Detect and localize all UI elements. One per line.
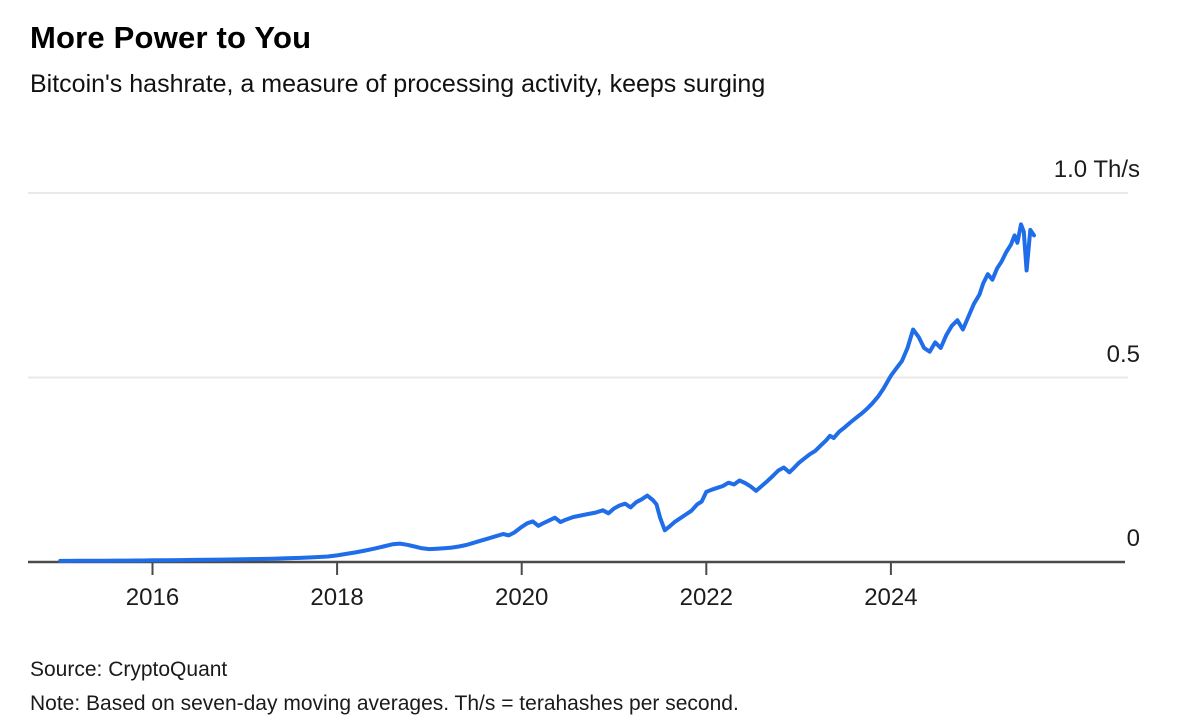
y-tick-label: 0.5: [1106, 340, 1140, 368]
hashrate-series-line: [58, 222, 1036, 563]
source-note: Source: CryptoQuant: [30, 658, 228, 681]
chart-subtitle: Bitcoin's hashrate, a measure of process…: [30, 70, 766, 98]
chart-header: More Power to You Bitcoin's hashrate, a …: [30, 20, 1170, 99]
y-tick-label: 0: [1126, 525, 1140, 552]
chart-footer: Source: CryptoQuant Note: Based on seven…: [30, 655, 1170, 723]
x-tick-label: 2020: [494, 584, 549, 611]
x-tick-label: 2018: [310, 584, 364, 611]
chart-canvas: [28, 192, 1128, 575]
methodology-note: Note: Based on seven-day moving averages…: [30, 692, 739, 715]
x-tick-label: 2022: [679, 584, 733, 611]
y-tick-label: 1.0 Th/s: [1053, 156, 1140, 183]
x-tick-label: 2024: [864, 584, 918, 611]
hashrate-line-chart: 1.0 Th/s 0.5 0 2016 2018 2020 2022 2024: [0, 130, 1200, 635]
x-tick-label: 2016: [125, 584, 180, 611]
chart-title: More Power to You: [30, 20, 312, 55]
